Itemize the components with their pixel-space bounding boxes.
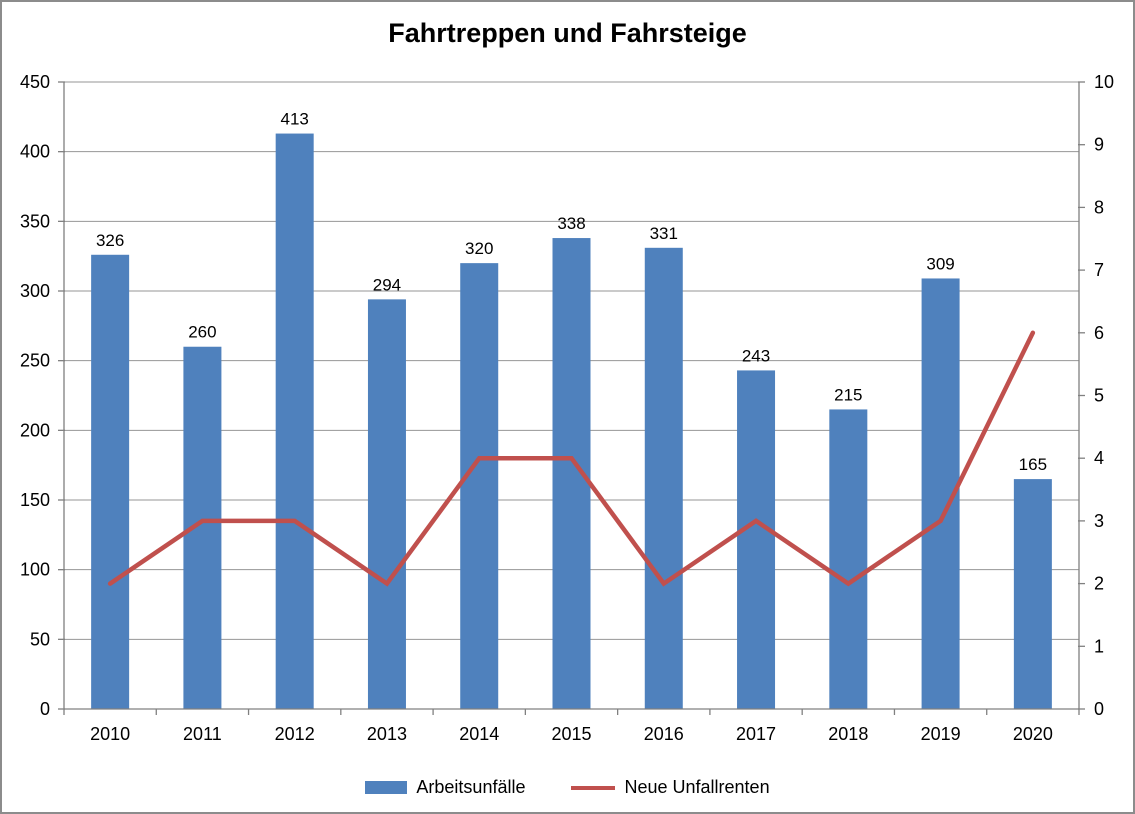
right-axis-tick-label: 2 — [1094, 574, 1104, 594]
x-axis-category-label: 2013 — [367, 724, 407, 744]
x-axis-category-label: 2015 — [551, 724, 591, 744]
bar-value-label: 338 — [557, 214, 585, 233]
left-axis-tick-label: 250 — [20, 351, 50, 371]
bar-value-label: 320 — [465, 239, 493, 258]
x-axis-category-label: 2017 — [736, 724, 776, 744]
left-axis-tick-label: 0 — [40, 699, 50, 719]
chart-title: Fahrtreppen und Fahrsteige — [388, 18, 747, 48]
bar — [1013, 479, 1052, 709]
left-axis-tick-label: 400 — [20, 142, 50, 162]
bar — [367, 299, 406, 709]
line-series — [107, 330, 1036, 587]
bar — [737, 370, 776, 709]
x-axis-category-label: 2012 — [275, 724, 315, 744]
bar — [460, 263, 499, 709]
bar-value-label: 294 — [373, 275, 401, 294]
bar-value-label: 243 — [742, 346, 770, 365]
right-axis-tick-label: 3 — [1094, 511, 1104, 531]
bar — [91, 254, 130, 710]
right-axis-tick-label: 0 — [1094, 699, 1104, 719]
legend-item-bar-series: Arbeitsunfälle — [365, 777, 525, 798]
left-axis-tick-label: 50 — [30, 629, 50, 649]
left-axis-tick-label: 450 — [20, 72, 50, 92]
bar — [829, 409, 868, 709]
right-axis-tick-label: 4 — [1094, 448, 1104, 468]
x-axis-category-label: 2016 — [644, 724, 684, 744]
right-axis-tick-label: 9 — [1094, 135, 1104, 155]
bar — [644, 247, 683, 709]
line-series-swatch-icon — [571, 785, 616, 790]
x-axis-category-label: 2011 — [183, 724, 222, 744]
x-axis-category-label: 2010 — [90, 724, 130, 744]
left-axis-tick-label: 350 — [20, 211, 50, 231]
right-axis-tick-label: 5 — [1094, 386, 1104, 406]
right-axis-tick-label: 8 — [1094, 197, 1104, 217]
chart-legend: Arbeitsunfälle Neue Unfallrenten — [2, 777, 1133, 798]
bar-value-label: 413 — [280, 110, 308, 129]
bar-value-label: 260 — [188, 323, 216, 342]
bar-value-label: 326 — [96, 231, 124, 250]
x-axis-category-label: 2020 — [1013, 724, 1053, 744]
left-axis-tick-label: 200 — [20, 420, 50, 440]
bar-value-label: 165 — [1019, 455, 1047, 474]
bar-value-label: 215 — [834, 385, 862, 404]
x-axis-category-label: 2019 — [921, 724, 961, 744]
right-axis-tick-label: 7 — [1094, 260, 1104, 280]
right-axis-tick-label: 6 — [1094, 323, 1104, 343]
bar-value-label: 331 — [650, 224, 678, 243]
left-axis-tick-label: 150 — [20, 490, 50, 510]
x-axis-category-label: 2014 — [459, 724, 499, 744]
legend-label-bar-series: Arbeitsunfälle — [416, 777, 526, 797]
bar — [275, 133, 314, 709]
bar-series-swatch-icon — [365, 781, 408, 794]
right-axis-tick-label: 1 — [1094, 636, 1104, 656]
left-axis-tick-label: 300 — [20, 281, 50, 301]
legend-item-line-series: Neue Unfallrenten — [571, 777, 770, 798]
legend-label-line-series: Neue Unfallrenten — [624, 777, 770, 797]
bar-value-label: 309 — [926, 254, 954, 273]
left-axis-tick-label: 100 — [20, 560, 50, 580]
right-axis-tick-label: 10 — [1094, 72, 1114, 92]
x-axis-category-label: 2018 — [828, 724, 868, 744]
